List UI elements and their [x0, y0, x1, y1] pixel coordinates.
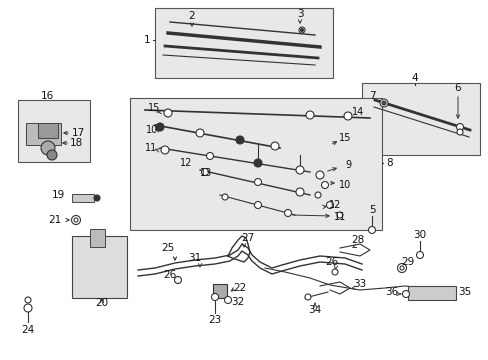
Text: 36: 36 — [385, 287, 398, 297]
Circle shape — [381, 101, 385, 105]
Text: 3: 3 — [296, 9, 303, 19]
Circle shape — [300, 28, 303, 32]
Circle shape — [156, 123, 163, 131]
Text: 26: 26 — [325, 257, 338, 267]
Circle shape — [196, 129, 203, 137]
Text: 18: 18 — [69, 138, 82, 148]
Circle shape — [25, 297, 31, 303]
Text: 15: 15 — [338, 133, 350, 143]
Text: 23: 23 — [208, 315, 221, 325]
Text: 17: 17 — [71, 128, 84, 138]
Circle shape — [163, 109, 172, 117]
Circle shape — [253, 159, 262, 167]
Text: 10: 10 — [338, 180, 350, 190]
Circle shape — [174, 276, 181, 284]
Circle shape — [161, 146, 169, 154]
Text: 10: 10 — [146, 125, 158, 135]
Circle shape — [402, 291, 408, 297]
Circle shape — [254, 202, 261, 208]
Circle shape — [321, 181, 328, 189]
Circle shape — [41, 141, 55, 155]
Circle shape — [305, 294, 310, 300]
Text: 32: 32 — [231, 297, 244, 307]
Text: 1: 1 — [143, 35, 150, 45]
Circle shape — [254, 179, 261, 185]
Circle shape — [47, 150, 57, 160]
Circle shape — [456, 123, 463, 131]
Circle shape — [284, 210, 291, 216]
Text: 11: 11 — [333, 212, 346, 222]
Text: 16: 16 — [41, 91, 54, 101]
Circle shape — [201, 168, 208, 176]
Circle shape — [295, 188, 304, 196]
Circle shape — [305, 111, 313, 119]
Text: 31: 31 — [188, 253, 201, 263]
Circle shape — [331, 269, 337, 275]
Text: 12: 12 — [328, 200, 341, 210]
Circle shape — [270, 142, 279, 150]
Circle shape — [314, 192, 320, 198]
Text: 13: 13 — [200, 168, 212, 178]
Bar — [155, 8, 332, 78]
Text: 33: 33 — [353, 279, 366, 289]
Circle shape — [343, 112, 351, 120]
Text: 2: 2 — [188, 11, 195, 21]
Circle shape — [206, 153, 213, 159]
Circle shape — [397, 264, 406, 273]
Circle shape — [336, 212, 342, 218]
Text: 5: 5 — [368, 205, 375, 215]
Text: 24: 24 — [21, 325, 35, 335]
Text: 12: 12 — [180, 158, 192, 168]
Circle shape — [236, 136, 244, 144]
Circle shape — [368, 226, 375, 234]
Text: 9: 9 — [344, 160, 350, 170]
Circle shape — [326, 202, 333, 208]
Text: 15: 15 — [148, 103, 160, 113]
Circle shape — [399, 266, 403, 270]
Circle shape — [416, 252, 423, 258]
Circle shape — [379, 99, 387, 107]
Bar — [90, 229, 105, 247]
Bar — [72, 236, 127, 298]
Text: 26: 26 — [163, 270, 176, 280]
Bar — [72, 194, 94, 202]
Text: 35: 35 — [457, 287, 470, 297]
Bar — [18, 100, 90, 162]
Text: 25: 25 — [161, 243, 174, 253]
Circle shape — [224, 297, 231, 303]
Bar — [213, 284, 226, 298]
Bar — [38, 123, 58, 138]
Text: 8: 8 — [386, 158, 392, 168]
Text: 6: 6 — [454, 83, 460, 93]
Text: 27: 27 — [241, 233, 254, 243]
Text: 34: 34 — [308, 305, 321, 315]
Text: 22: 22 — [233, 283, 246, 293]
Circle shape — [74, 218, 78, 222]
Circle shape — [211, 293, 218, 301]
Circle shape — [94, 195, 100, 201]
Bar — [130, 98, 381, 230]
Bar — [361, 83, 479, 155]
Bar — [407, 286, 455, 300]
Circle shape — [24, 304, 32, 312]
Circle shape — [298, 27, 305, 33]
Text: 11: 11 — [145, 143, 157, 153]
Text: 19: 19 — [51, 190, 64, 200]
Circle shape — [315, 171, 324, 179]
Text: 4: 4 — [411, 73, 417, 83]
Circle shape — [222, 194, 227, 200]
Circle shape — [456, 129, 462, 135]
Text: 28: 28 — [351, 235, 364, 245]
Text: 21: 21 — [48, 215, 61, 225]
Text: 30: 30 — [412, 230, 426, 240]
Circle shape — [295, 166, 304, 174]
Text: 7: 7 — [368, 91, 375, 101]
Text: 29: 29 — [401, 257, 414, 267]
Text: 20: 20 — [95, 298, 108, 308]
Text: 14: 14 — [351, 107, 364, 117]
Bar — [26, 123, 61, 145]
Circle shape — [71, 216, 81, 225]
